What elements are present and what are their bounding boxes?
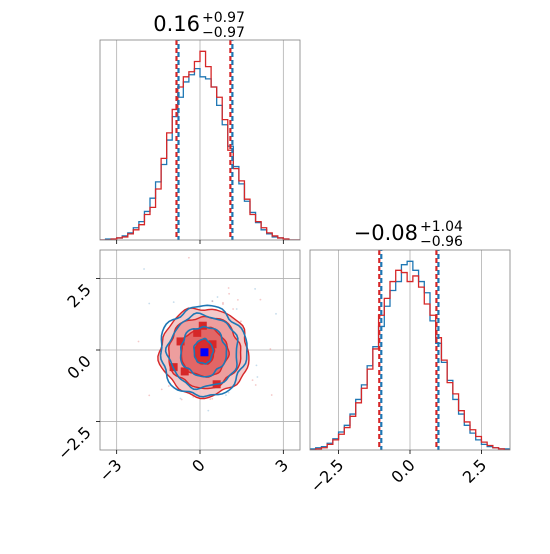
joint-scatter-point <box>211 397 214 400</box>
top-title-lower: −0.97 <box>202 25 245 41</box>
joint-scatter-point <box>143 268 145 270</box>
right-histogram-plot-area <box>310 250 510 450</box>
joint-scatter-point <box>255 364 258 367</box>
top-histogram-series-1-histogram <box>100 50 300 240</box>
joint-plot-area <box>100 250 319 450</box>
joint-center-marker <box>200 348 209 357</box>
joint-scatter-point <box>240 320 242 323</box>
joint-density-block-4 <box>180 367 189 376</box>
joint-density-block-0 <box>176 337 185 346</box>
right-histogram-title: −0.08 +1.04 −0.96 <box>354 219 463 250</box>
joint-scatter-point <box>211 300 214 302</box>
joint-blue-contour-2 <box>164 312 239 391</box>
joint-scatter-point <box>256 376 259 378</box>
right-histogram-tick-label-2: 2.5 <box>459 455 490 486</box>
joint-scatter-point <box>148 394 151 397</box>
joint-scatter-point <box>225 394 227 397</box>
top-title-value: 0.16 <box>153 12 200 36</box>
joint-x-tick-label-1: 0 <box>188 455 209 476</box>
joint-scatter-point <box>211 300 214 303</box>
joint-scatter-point <box>216 296 219 298</box>
joint-scatter-point <box>207 409 210 412</box>
joint-blue-contour-0 <box>193 337 215 365</box>
joint-scatter-point <box>222 301 224 304</box>
top-histogram-series-0-histogram <box>100 68 300 240</box>
joint-blue-contour-3 <box>159 304 248 398</box>
joint-density-block-1 <box>193 328 202 337</box>
top-histogram-plot-area <box>100 40 300 240</box>
joint-y-tick-label-0: −2.5 <box>54 423 95 464</box>
right-histogram-series-1-histogram <box>310 269 510 450</box>
joint-scatter-point <box>160 388 163 391</box>
joint-scatter-point <box>269 348 272 350</box>
joint-scatter-point <box>251 379 254 382</box>
joint-scatter-point <box>187 256 190 259</box>
joint-scatter-point <box>209 398 212 401</box>
right-title-upper: +1.04 <box>420 219 463 235</box>
joint-scatter-point <box>222 303 224 306</box>
joint-density-block-6 <box>208 340 217 349</box>
joint-scatter-point <box>259 298 262 301</box>
joint-scatter-point <box>228 292 231 295</box>
joint-scatter-point <box>167 385 170 387</box>
right-title-value: −0.08 <box>354 221 418 245</box>
right-title-lower: −0.96 <box>420 234 463 250</box>
top-histogram-title: 0.16 +0.97 −0.97 <box>153 10 245 41</box>
joint-x-tick-label-2: 3 <box>272 455 293 476</box>
right-histogram-tick-label-0: −2.5 <box>306 455 347 496</box>
joint-scatter-point <box>180 398 183 401</box>
joint-scatter-point <box>275 312 277 315</box>
joint-scatter-point <box>148 302 151 305</box>
joint-y-tick-label-2: 2.5 <box>63 280 94 311</box>
joint-scatter-point <box>179 397 182 400</box>
joint-scatter-point <box>232 308 235 310</box>
joint-scatter-point <box>172 301 175 304</box>
joint-scatter-point <box>236 298 239 301</box>
joint-blue-contour-1 <box>179 325 228 378</box>
joint-scatter-point <box>254 288 257 290</box>
plot-layer: −2.5 0.0 2.5 −3 0 3 −2.5 0.0 2.5 <box>54 39 511 496</box>
joint-scatter-point <box>137 340 140 343</box>
joint-density-block-2 <box>198 321 207 330</box>
joint-scatter-point <box>317 340 319 342</box>
joint-scatter-point <box>235 308 238 310</box>
top-title-upper: +0.97 <box>202 10 245 26</box>
joint-scatter-point <box>254 384 257 386</box>
joint-scatter-point <box>227 391 230 394</box>
joint-scatter-point <box>270 394 273 396</box>
joint-y-tick-label-1: 0.0 <box>63 351 94 382</box>
joint-x-tick-label-0: −3 <box>95 455 125 485</box>
joint-scatter-point <box>227 287 230 289</box>
right-histogram-tick-label-1: 0.0 <box>387 455 418 486</box>
